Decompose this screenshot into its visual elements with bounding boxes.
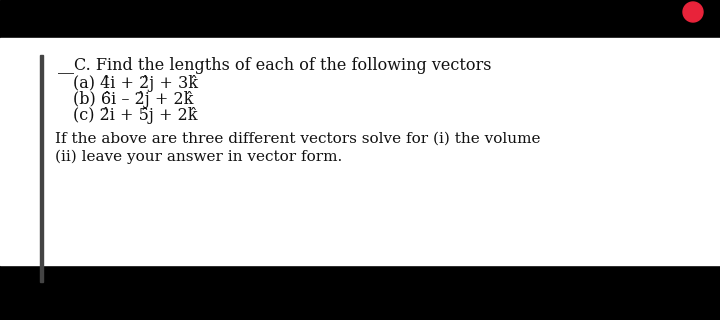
Text: (a) 4̂i + 2̂j + 3k̂: (a) 4̂i + 2̂j + 3k̂ — [73, 75, 198, 92]
Text: __C. Find the lengths of each of the following vectors: __C. Find the lengths of each of the fol… — [58, 57, 492, 74]
Text: (b) 6̂i – 2̂j + 2k̂: (b) 6̂i – 2̂j + 2k̂ — [73, 91, 194, 108]
Bar — [0, 38, 720, 265]
Bar — [0, 265, 720, 320]
Bar — [0, 0, 720, 38]
Bar — [40, 55, 42, 282]
Text: If the above are three different vectors solve for (i) the volume: If the above are three different vectors… — [55, 132, 541, 146]
Text: (c) 2̂i + 5̂j + 2k̂: (c) 2̂i + 5̂j + 2k̂ — [73, 107, 197, 124]
Text: (ii) leave your answer in vector form.: (ii) leave your answer in vector form. — [55, 150, 342, 164]
Circle shape — [683, 2, 703, 22]
